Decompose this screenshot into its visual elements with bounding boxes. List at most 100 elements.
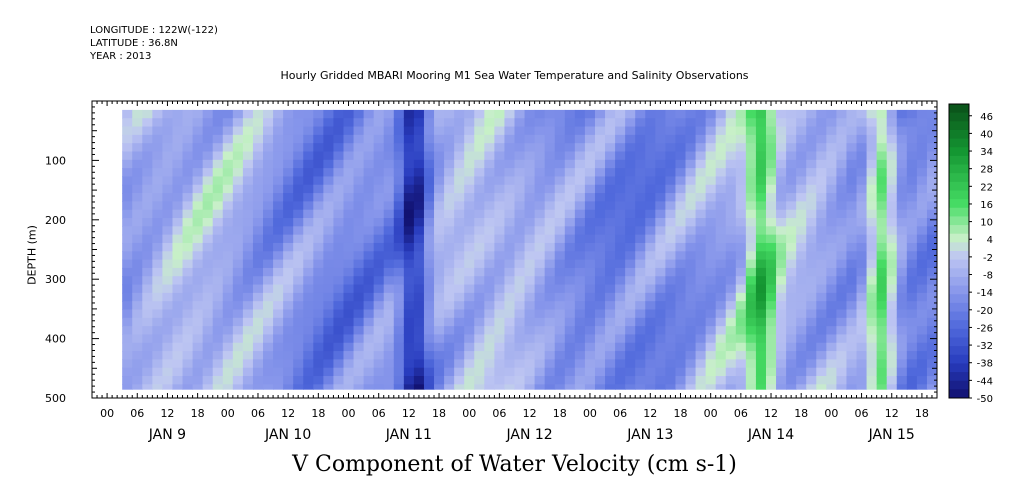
colorbar-label: -44 [977, 376, 993, 387]
colorbar-band [949, 173, 969, 183]
colorbar-label: -2 [983, 253, 993, 264]
colorbar-band [949, 380, 969, 390]
x-hour-tick-label: 00 [462, 407, 476, 420]
heatmap-field [122, 109, 937, 390]
colorbar-label: -14 [977, 288, 993, 299]
x-hour-tick-label: 12 [523, 407, 537, 420]
x-hour-tick-label: 06 [492, 407, 506, 420]
colorbar-label: -38 [977, 359, 993, 370]
x-hour-tick-label: 18 [673, 407, 687, 420]
colorbar-band [949, 259, 969, 269]
x-day-label: JAN 9 [148, 427, 186, 443]
x-hour-tick-label: 12 [160, 407, 174, 420]
colorbar-label: -32 [977, 341, 993, 352]
x-hour-tick-label: 18 [432, 407, 446, 420]
x-hour-tick-label: 00 [583, 407, 597, 420]
x-hour-tick-label: 00 [704, 407, 718, 420]
colorbar-band [949, 354, 969, 364]
colorbar-band [949, 251, 969, 261]
colorbar-label: -26 [977, 323, 993, 334]
colorbar-band [949, 225, 969, 235]
colorbar-band [949, 346, 969, 356]
x-day-label: JAN 12 [505, 427, 552, 443]
x-hour-tick-label: 00 [824, 407, 838, 420]
colorbar-band [949, 294, 969, 304]
colorbar-label: 40 [980, 129, 993, 140]
colorbar-band [949, 207, 969, 217]
plot-metadata: LONGITUDE : 122W(-122) LATITUDE : 36.8N … [90, 24, 218, 63]
y-tick-label: 100 [45, 154, 66, 167]
colorbar-band [949, 190, 969, 200]
y-tick-label: 300 [45, 273, 66, 286]
chart-title: Hourly Gridded MBARI Mooring M1 Sea Wate… [280, 69, 749, 82]
x-day-label: JAN 13 [626, 427, 673, 443]
colorbar-band [949, 138, 969, 148]
year-label: YEAR : 2013 [90, 51, 152, 62]
x-day-label: JAN 14 [747, 427, 794, 443]
x-hour-tick-label: 00 [100, 407, 114, 420]
colorbar-band [949, 155, 969, 166]
y-tick-label: 500 [45, 392, 66, 405]
x-hour-tick-label: 00 [221, 407, 235, 420]
longitude-label: LONGITUDE : 122W(-122) [90, 25, 218, 36]
x-hour-tick-label: 06 [372, 407, 386, 420]
colorbar-band [949, 129, 969, 140]
colorbar-band [949, 285, 969, 295]
x-day-label: JAN 11 [385, 427, 432, 443]
colorbar-label: 22 [980, 182, 993, 193]
colorbar-label: -50 [977, 394, 993, 405]
x-hour-tick-label: 12 [643, 407, 657, 420]
colorbar: 46 40 34 28 22 16 10 4 -2 -8 -14 -20 -26 -32 -38 -44 -50 [948, 103, 993, 405]
colorbar-band [949, 363, 969, 373]
colorbar-label: -20 [977, 306, 993, 317]
colorbar-band [949, 216, 969, 226]
x-hour-tick-label: 18 [915, 407, 929, 420]
x-hour-tick-label: 12 [402, 407, 416, 420]
colorbar-band [949, 372, 969, 382]
colorbar-band [949, 242, 969, 252]
colorbar-frame [948, 103, 970, 399]
colorbar-band [949, 199, 969, 209]
colorbar-band [949, 311, 969, 321]
colorbar-band [949, 276, 969, 287]
bottom-title: V Component of Water Velocity (cm s-1) [292, 452, 737, 477]
y-axis-label: DEPTH (m) [25, 225, 39, 285]
x-hour-tick-label: 12 [764, 407, 778, 420]
colorbar-band [949, 328, 969, 338]
colorbar-band [949, 268, 969, 278]
x-hour-tick-label: 12 [885, 407, 899, 420]
colorbar-band [949, 181, 969, 191]
x-hour-tick-label: 00 [342, 407, 356, 420]
x-hour-tick-label: 06 [130, 407, 144, 420]
y-tick-label: 400 [45, 333, 66, 346]
colorbar-band [949, 104, 969, 114]
colorbar-label: 4 [987, 235, 993, 246]
colorbar-band [949, 233, 969, 243]
latitude-label: LATITUDE : 36.8N [90, 38, 178, 49]
colorbar-label: 16 [980, 200, 993, 211]
colorbar-band [949, 121, 969, 131]
colorbar-band [949, 389, 969, 399]
y-tick-label: 200 [45, 214, 66, 227]
x-day-label: JAN 15 [868, 427, 915, 443]
colorbar-band [949, 164, 969, 174]
colorbar-band [949, 320, 969, 330]
x-hour-tick-label: 06 [855, 407, 869, 420]
x-hour-tick-label: 18 [191, 407, 205, 420]
colorbar-band [949, 302, 969, 313]
colorbar-band [949, 147, 969, 157]
colorbar-label: 10 [980, 218, 993, 229]
colorbar-label: 28 [980, 165, 993, 176]
x-hour-tick-label: 18 [794, 407, 808, 420]
x-day-label: JAN 10 [264, 427, 311, 443]
x-hour-tick-label: 18 [553, 407, 567, 420]
x-hour-tick-label: 06 [734, 407, 748, 420]
colorbar-band [949, 112, 969, 122]
colorbar-label: 34 [980, 147, 993, 158]
colorbar-label: 46 [980, 112, 993, 123]
x-hour-tick-label: 06 [251, 407, 265, 420]
colorbar-label: -8 [983, 271, 993, 282]
axis-ticks: 00 06 12 18 00 06 12 18 00 06 12 18 00 06 12 18 00 06 12 18… [45, 100, 938, 443]
colorbar-band [949, 337, 969, 347]
